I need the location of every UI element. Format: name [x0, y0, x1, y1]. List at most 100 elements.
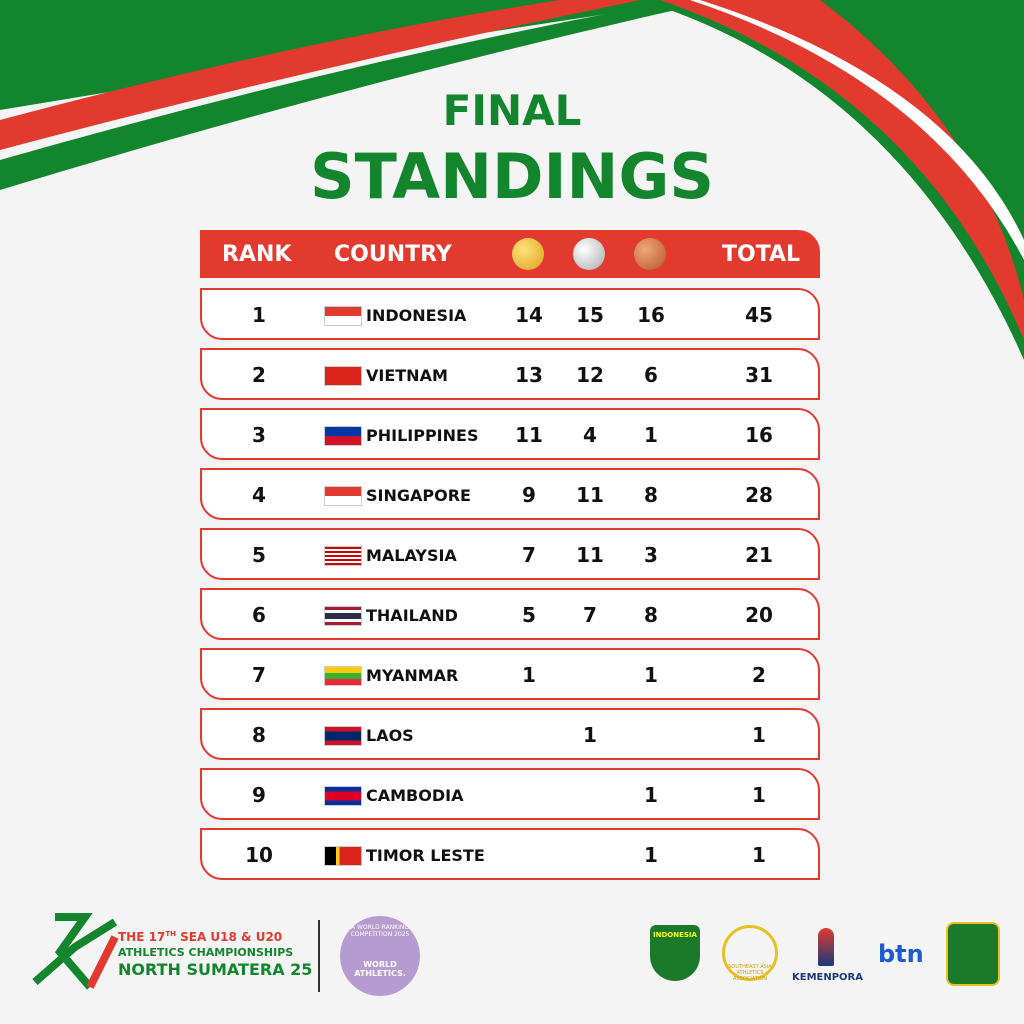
- country: MYANMAR: [366, 666, 459, 685]
- bronze: 3: [644, 543, 658, 567]
- rank: 8: [252, 723, 266, 747]
- aaa-logo: SOUTHEAST ASIA ATHLETICS ASSOCIATION: [722, 925, 778, 982]
- country: VIETNAM: [366, 366, 448, 385]
- rank: 5: [252, 543, 266, 567]
- event-line1: THE 17TH SEA U18 & U20: [118, 930, 282, 944]
- rank: 2: [252, 363, 266, 387]
- bronze: 8: [644, 603, 658, 627]
- flag: [324, 546, 362, 566]
- gold: 7: [522, 543, 536, 567]
- bronze: 6: [644, 363, 658, 387]
- event-logo: [30, 912, 120, 996]
- country: PHILIPPINES: [366, 426, 479, 445]
- kemenpora-text: KEMENPORA: [792, 972, 864, 983]
- country: THAILAND: [366, 606, 458, 625]
- gold-icon: [512, 238, 544, 270]
- table-row: 4 SINGAPORE 9 11 8 28: [200, 468, 820, 520]
- header-country: COUNTRY: [334, 242, 452, 267]
- table-row: 3 PHILIPPINES 11 4 1 16: [200, 408, 820, 460]
- pasi-text: INDONESIA: [653, 931, 697, 939]
- flag: [324, 426, 362, 446]
- silver: 7: [583, 603, 597, 627]
- bronze: 1: [644, 843, 658, 867]
- flag: [324, 846, 362, 866]
- rank: 7: [252, 663, 266, 687]
- silver: 4: [583, 423, 597, 447]
- rank: 6: [252, 603, 266, 627]
- table-row: 10 TIMOR LESTE 1 1: [200, 828, 820, 880]
- event-line3: NORTH SUMATERA 25: [118, 960, 313, 979]
- table-row: 1 INDONESIA 14 15 16 45: [200, 288, 820, 340]
- total: 1: [752, 843, 766, 867]
- silver: 11: [576, 483, 604, 507]
- total: 20: [745, 603, 773, 627]
- flag: [324, 366, 362, 386]
- wa-badge: A WORLD RANKING COMPETITION 2025 WORLD A…: [340, 916, 420, 996]
- divider: [318, 920, 320, 992]
- silver-icon: [573, 238, 605, 270]
- header-total: TOTAL: [722, 242, 801, 267]
- event-post: SEA U18 & U20: [175, 930, 283, 944]
- rank: 10: [245, 843, 273, 867]
- country: CAMBODIA: [366, 786, 464, 805]
- silver: 11: [576, 543, 604, 567]
- header-rank: RANK: [222, 242, 292, 267]
- title-line1: FINAL: [442, 86, 582, 135]
- country: TIMOR LESTE: [366, 846, 485, 865]
- table-row: 2 VIETNAM 13 12 6 31: [200, 348, 820, 400]
- wa-name: WORLD ATHLETICS.: [354, 960, 406, 978]
- pasi-logo: INDONESIA: [650, 925, 700, 981]
- table-row: 9 CAMBODIA 1 1: [200, 768, 820, 820]
- total: 31: [745, 363, 773, 387]
- bronze: 1: [644, 663, 658, 687]
- flag: [324, 306, 362, 326]
- table-header: RANK COUNTRY TOTAL: [200, 230, 820, 278]
- btn-logo: btn: [878, 940, 924, 968]
- bronze: 1: [644, 423, 658, 447]
- event-line2: ATHLETICS CHAMPIONSHIPS: [118, 946, 294, 959]
- flag: [324, 786, 362, 806]
- event-sup: TH: [165, 930, 176, 938]
- total: 1: [752, 723, 766, 747]
- province-emblem: [946, 922, 1000, 986]
- country: LAOS: [366, 726, 414, 745]
- rank: 1: [252, 303, 266, 327]
- total: 1: [752, 783, 766, 807]
- silver: 12: [576, 363, 604, 387]
- silver: 15: [576, 303, 604, 327]
- total: 2: [752, 663, 766, 687]
- table-row: 7 MYANMAR 1 1 2: [200, 648, 820, 700]
- gold: 9: [522, 483, 536, 507]
- flag: [324, 486, 362, 506]
- table-row: 6 THAILAND 5 7 8 20: [200, 588, 820, 640]
- country: SINGAPORE: [366, 486, 471, 505]
- rank: 9: [252, 783, 266, 807]
- rank: 3: [252, 423, 266, 447]
- bronze: 16: [637, 303, 665, 327]
- wa-ring: A WORLD RANKING COMPETITION 2025: [350, 924, 410, 938]
- total: 45: [745, 303, 773, 327]
- gold: 11: [515, 423, 543, 447]
- flag: [324, 726, 362, 746]
- total: 28: [745, 483, 773, 507]
- silver: 1: [583, 723, 597, 747]
- country: INDONESIA: [366, 306, 467, 325]
- kemenpora-torch: [818, 928, 834, 966]
- gold: 13: [515, 363, 543, 387]
- table-row: 5 MALAYSIA 7 11 3 21: [200, 528, 820, 580]
- bronze: 8: [644, 483, 658, 507]
- flag: [324, 606, 362, 626]
- rank: 4: [252, 483, 266, 507]
- event-mark: [32, 913, 119, 990]
- total: 16: [745, 423, 773, 447]
- title-line2: STANDINGS: [310, 140, 714, 213]
- total: 21: [745, 543, 773, 567]
- bronze-icon: [634, 238, 666, 270]
- bronze: 1: [644, 783, 658, 807]
- gold: 14: [515, 303, 543, 327]
- country: MALAYSIA: [366, 546, 457, 565]
- flag: [324, 666, 362, 686]
- gold: 1: [522, 663, 536, 687]
